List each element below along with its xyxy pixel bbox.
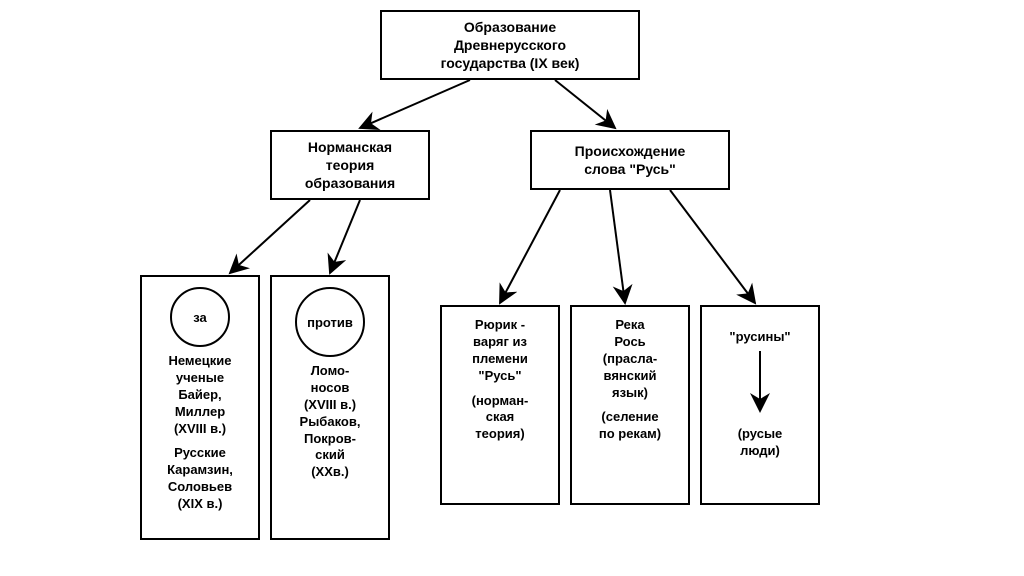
bottom-box-0: заНемецкиеученыеБайер,Миллер(XVIII в.)Ру… (140, 275, 260, 540)
circle-против: против (295, 287, 365, 357)
rusiny-label: "русины" (729, 329, 790, 346)
bottom-box-4: "русины" (русыелюди) (700, 305, 820, 505)
bottom-box-2: Рюрик -варяг изплемени"Русь"(норман-ская… (440, 305, 560, 505)
level2-right: Происхождениеслова "Русь" (530, 130, 730, 190)
arrow-0 (360, 80, 470, 128)
bottom-box-1: противЛомо-носов(XVIII в.)Рыбаков,Покров… (270, 275, 390, 540)
arrow-4 (500, 190, 560, 303)
arrow-3 (330, 200, 360, 273)
arrow-5 (610, 190, 625, 303)
down-arrow-icon (745, 346, 775, 426)
circle-за: за (170, 287, 230, 347)
arrow-1 (555, 80, 615, 128)
rusiny-result: (русыелюди) (738, 426, 783, 460)
root-box: ОбразованиеДревнерусскогогосударства (IX… (380, 10, 640, 80)
level2-left: Норманскаятеорияобразования (270, 130, 430, 200)
arrow-6 (670, 190, 755, 303)
arrow-2 (230, 200, 310, 273)
bottom-box-3: РекаРось(прасла-вянскийязык)(селениепо р… (570, 305, 690, 505)
